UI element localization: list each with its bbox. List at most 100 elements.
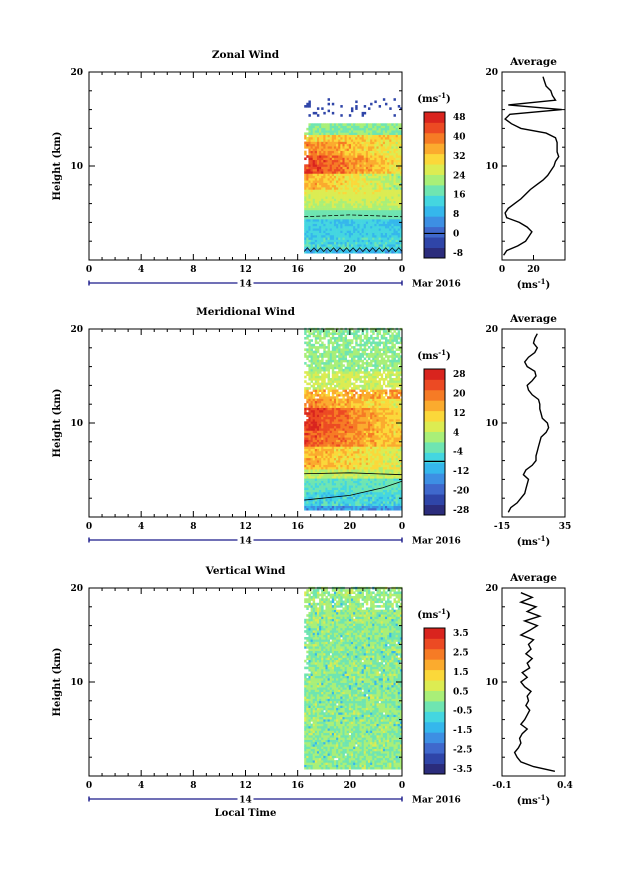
heatmap-cell (314, 132, 318, 135)
heatmap-cell (325, 205, 328, 208)
heatmap-cell (374, 148, 377, 151)
heatmap-cell (327, 423, 331, 427)
heatmap-cell (365, 182, 369, 186)
heatmap-cell (342, 387, 345, 390)
heatmap-cell (380, 198, 384, 202)
heatmap-cell (387, 173, 390, 177)
heatmap-cell (342, 193, 345, 197)
heatmap-cell (363, 462, 367, 465)
heatmap-cell (395, 159, 399, 163)
heatmap-cell (331, 373, 335, 377)
heatmap-cell (357, 355, 360, 358)
heatmap-cell (363, 350, 367, 354)
heatmap-cell (312, 425, 316, 429)
heatmap-cell (329, 396, 333, 399)
heatmap-cell (397, 123, 401, 126)
heatmap-cell (361, 421, 365, 424)
heatmap-cell (333, 175, 337, 179)
heatmap-cell (340, 352, 343, 356)
heatmap-cell (389, 189, 392, 192)
heatmap-cell (310, 380, 313, 383)
heatmap-cell (319, 359, 322, 363)
heatmap-cell (310, 125, 313, 129)
heatmap-cell (312, 203, 316, 206)
heatmap-cell (361, 177, 365, 181)
heatmap-cell (348, 175, 352, 179)
heatmap-cell (348, 184, 352, 188)
heatmap-cell (346, 141, 350, 145)
heatmap-cell (359, 159, 362, 163)
heatmap-cell (336, 205, 339, 208)
heatmap-cell (367, 205, 371, 208)
heatmap-cell (316, 232, 320, 236)
heatmap-cell (312, 177, 316, 181)
heatmap-cell (355, 230, 358, 234)
heatmap-cell (319, 232, 322, 236)
heatmap-cell (333, 355, 337, 358)
heatmap-cell (348, 496, 352, 500)
heatmap-cell (361, 387, 365, 390)
heatmap-cell (348, 498, 352, 502)
heatmap-cell (399, 205, 403, 208)
heatmap-cell (348, 437, 352, 440)
heatmap-cell (391, 134, 394, 138)
heatmap-cell (346, 219, 350, 222)
heatmap-cell (355, 378, 358, 381)
heatmap-cell (304, 405, 307, 408)
heatmap-cell (321, 191, 324, 195)
heatmap-cell (365, 419, 369, 422)
heatmap-cell (329, 184, 333, 188)
heatmap-cell (353, 425, 356, 429)
heatmap-cell (314, 434, 318, 438)
heatmap-cell (308, 446, 311, 449)
heatmap-cell (363, 164, 367, 167)
heatmap-cell (329, 412, 333, 415)
heatmap-cell (329, 359, 333, 363)
heatmap-cell (338, 405, 341, 408)
heatmap-cell (321, 498, 324, 502)
heatmap-cell (367, 134, 371, 138)
heatmap-cell (372, 180, 375, 183)
heatmap-cell (353, 412, 356, 415)
heatmap-cell (359, 341, 362, 345)
heatmap-cell (327, 464, 331, 468)
heatmap-cell (336, 152, 339, 156)
heatmap-cell (382, 159, 386, 163)
heatmap-cell (367, 107, 371, 110)
heatmap-cell (336, 350, 339, 354)
heatmap-cell (342, 212, 345, 215)
heatmap-cell (348, 478, 352, 481)
heatmap-cell (327, 232, 331, 236)
heatmap-cell (312, 248, 316, 252)
heatmap-cell (376, 180, 379, 183)
heatmap-cell (310, 453, 313, 456)
heatmap-cell (312, 507, 316, 511)
heatmap-cell (389, 125, 392, 129)
heatmap-cell (308, 503, 311, 506)
heatmap-cell (321, 162, 324, 165)
heatmap-cell (340, 125, 343, 129)
heatmap-cell (342, 134, 345, 138)
heatmap-cell (308, 234, 311, 238)
heatmap-cell (336, 375, 339, 379)
heatmap-cell (321, 416, 324, 420)
heatmap-cell (361, 359, 365, 363)
profile-x-tick-label: 0 (499, 265, 505, 275)
heatmap-cell (353, 246, 356, 249)
heatmap-cell (342, 407, 345, 411)
heatmap-cell (327, 446, 331, 449)
heatmap-cell (312, 111, 316, 115)
heatmap-cell (363, 416, 367, 420)
heatmap-cell (361, 134, 365, 138)
heatmap-cell (304, 134, 307, 138)
heatmap-cell (363, 453, 367, 456)
heatmap-cell (382, 166, 386, 170)
heatmap-cell (382, 241, 386, 245)
heatmap-cell (357, 498, 360, 502)
heatmap-cell (342, 189, 345, 192)
heatmap-cell (340, 466, 343, 470)
heatmap-cell (338, 330, 341, 333)
heatmap-cell (397, 157, 401, 161)
heatmap-cell (340, 132, 343, 135)
heatmap-cell (308, 102, 311, 106)
